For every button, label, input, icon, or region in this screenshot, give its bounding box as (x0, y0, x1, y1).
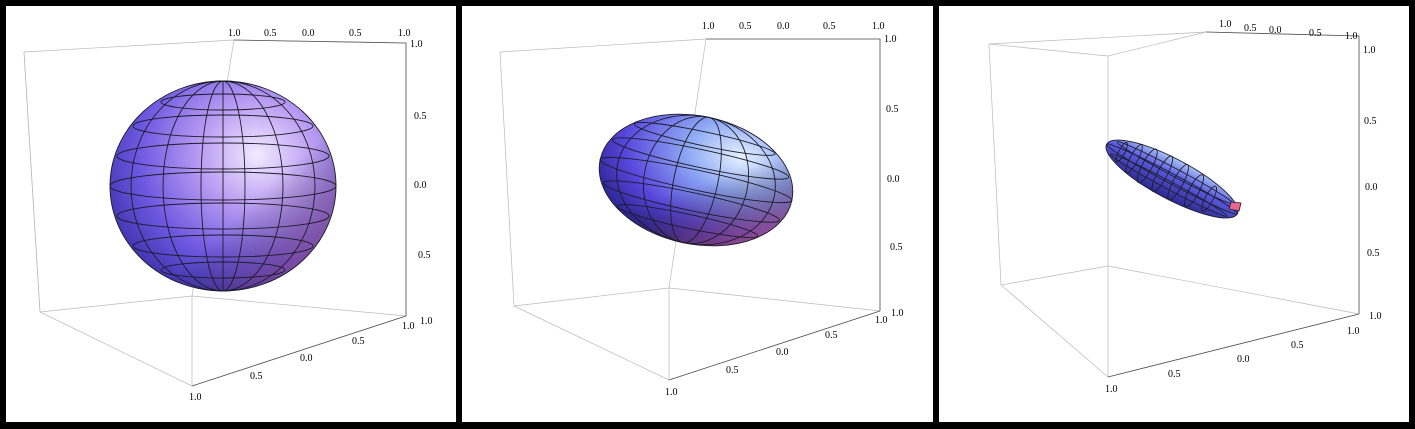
elongated-ellipsoid-surface (1105, 139, 1242, 219)
tick-label: 1.0 (1105, 384, 1118, 395)
panel-sphere: 1.0 0.5 0.0 0.5 1.0 1.0 0.5 0.0 0.5 1.0 … (6, 6, 456, 422)
right-axis-ticks: 1.0 0.5 0.0 0.5 1.0 (1363, 45, 1382, 322)
top-axis-ticks: 1.0 0.5 0.0 0.5 1.0 (702, 21, 885, 32)
ellipsoid-surface (598, 113, 794, 247)
top-axis-ticks: 1.0 0.5 0.0 0.5 1.0 (1219, 19, 1358, 42)
tick-label: 0.5 (1291, 340, 1304, 351)
tick-label: 0.0 (777, 21, 790, 32)
tick-label: 1.0 (702, 21, 715, 32)
tick-label: 1.0 (228, 28, 241, 39)
tick-label: 1.0 (1345, 31, 1358, 42)
tick-label: 0.0 (776, 347, 789, 358)
tick-label: 0.5 (739, 21, 752, 32)
tick-label: 1.0 (410, 39, 423, 50)
tick-label: 1.0 (872, 21, 885, 32)
plot-3d-elongated-ellipsoid: 1.0 0.5 0.0 0.5 1.0 1.0 0.5 0.0 0.5 1.0 … (988, 19, 1382, 395)
tick-label: 0.5 (1309, 28, 1322, 39)
tick-label: 1.0 (884, 34, 897, 45)
bottom-axis-ticks: 1.0 0.5 0.0 0.5 1.0 (665, 315, 888, 398)
sphere-surface (109, 80, 337, 292)
tick-label: 1.0 (1369, 311, 1382, 322)
tick-label: 0.5 (825, 330, 838, 341)
tick-label: 0.5 (418, 250, 431, 261)
tick-label: 1.0 (665, 387, 678, 398)
tick-label: 0.0 (300, 353, 313, 364)
tick-label: 1.0 (1363, 45, 1376, 56)
tick-label: 1.0 (420, 316, 433, 327)
tick-label: 0.0 (1237, 354, 1250, 365)
right-axis-ticks: 1.0 0.5 0.0 0.5 1.0 (410, 39, 433, 327)
tick-label: 0.5 (726, 365, 739, 376)
bounding-box (988, 31, 1360, 378)
bottom-axis-ticks: 1.0 0.5 0.0 0.5 1.0 (1105, 326, 1360, 395)
tick-label: 0.0 (302, 28, 315, 39)
panel-elongated-ellipsoid: 1.0 0.5 0.0 0.5 1.0 1.0 0.5 0.0 0.5 1.0 … (939, 6, 1409, 422)
plot-3d-ellipsoid: 1.0 0.5 0.0 0.5 1.0 1.0 0.5 0.0 0.5 1.0 … (499, 21, 904, 398)
tick-label: 0.0 (414, 180, 427, 191)
tick-label: 0.5 (886, 104, 899, 115)
tick-label: 0.0 (1269, 25, 1282, 36)
tick-label: 0.5 (1244, 23, 1257, 34)
tick-label: 1.0 (891, 308, 904, 319)
tick-label: 0.0 (1365, 182, 1378, 193)
tick-label: 0.5 (890, 242, 903, 253)
plot-3d-sphere: 1.0 0.5 0.0 0.5 1.0 1.0 0.5 0.0 0.5 1.0 … (23, 28, 433, 403)
tick-label: 1.0 (398, 28, 411, 39)
tick-label: 0.5 (414, 111, 427, 122)
tick-label: 0.5 (1367, 248, 1380, 259)
tick-label: 0.0 (887, 174, 900, 185)
tick-label: 1.0 (189, 392, 202, 403)
tick-label: 1.0 (1347, 326, 1360, 337)
right-axis-ticks: 1.0 0.5 0.0 0.5 1.0 (884, 34, 904, 319)
tick-label: 0.5 (264, 28, 277, 39)
tick-label: 0.5 (1364, 116, 1377, 127)
tick-label: 0.5 (823, 21, 836, 32)
panel-ellipsoid: 1.0 0.5 0.0 0.5 1.0 1.0 0.5 0.0 0.5 1.0 … (462, 6, 933, 422)
tick-label: 0.5 (250, 371, 263, 382)
tick-label: 0.5 (352, 336, 365, 347)
bottom-axis-ticks: 1.0 0.5 0.0 0.5 1.0 (189, 321, 415, 403)
top-axis-ticks: 1.0 0.5 0.0 0.5 1.0 (228, 28, 411, 39)
tick-label: 1.0 (1219, 19, 1232, 30)
tick-label: 0.5 (1168, 369, 1181, 380)
tick-label: 0.5 (349, 28, 362, 39)
tick-label: 1.0 (875, 315, 888, 326)
tick-label: 1.0 (402, 321, 415, 332)
